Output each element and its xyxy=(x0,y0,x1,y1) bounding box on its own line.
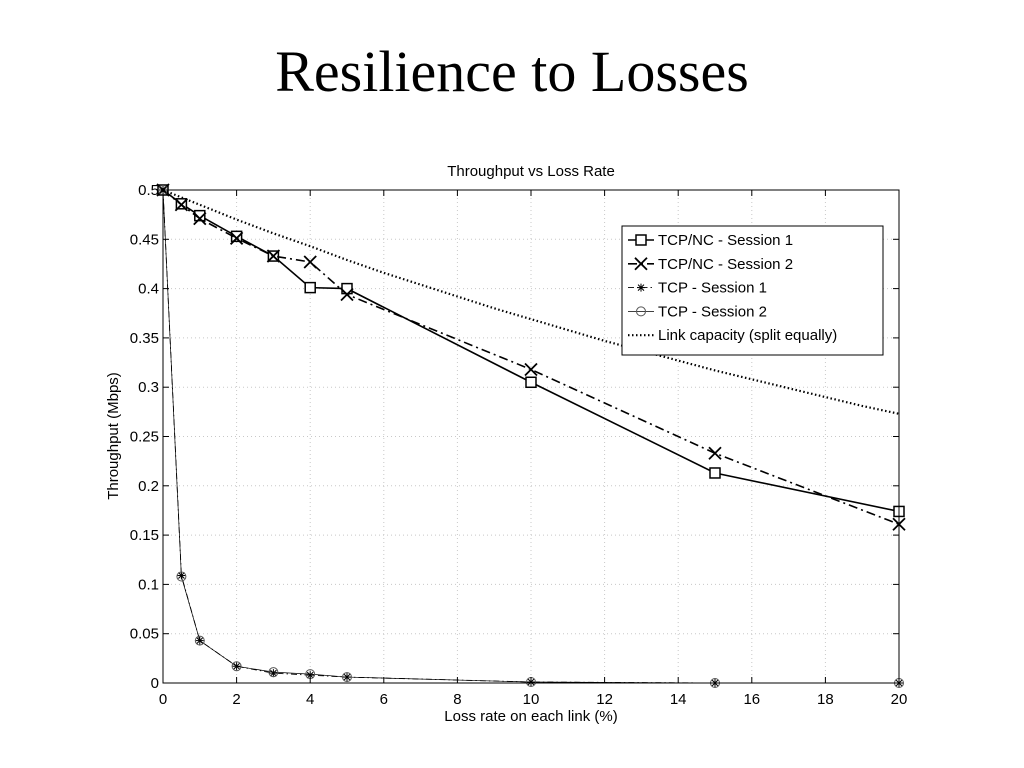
series-line xyxy=(162,188,900,415)
y-tick-label: 0 xyxy=(151,675,159,692)
circle-marker xyxy=(231,661,242,672)
y-tick-label: 0.35 xyxy=(130,330,159,347)
x-marker xyxy=(303,255,317,269)
square-marker xyxy=(709,467,721,479)
x-tick-label: 6 xyxy=(380,691,388,708)
x-tick-label: 4 xyxy=(306,691,314,708)
y-tick-label: 0.25 xyxy=(130,429,159,446)
x-marker xyxy=(193,211,207,226)
y-tick-label: 0.5 xyxy=(138,182,159,199)
circle-marker xyxy=(194,635,205,646)
x-axis-label: Loss rate on each link (%) xyxy=(444,708,617,725)
x-marker xyxy=(229,231,244,245)
legend-label: TCP - Session 2 xyxy=(658,303,767,320)
x-tick-label: 20 xyxy=(891,691,908,708)
x-tick-label: 14 xyxy=(670,691,687,708)
legend-label: Link capacity (split equally) xyxy=(658,327,837,344)
square-marker xyxy=(635,234,647,246)
series-line xyxy=(162,189,900,513)
y-tick-label: 0.15 xyxy=(130,527,159,544)
y-tick-label: 0.05 xyxy=(130,626,159,643)
chart-title: Throughput vs Loss Rate xyxy=(447,163,615,180)
series-5 xyxy=(162,188,900,415)
x-marker xyxy=(340,287,354,302)
legend-label: TCP/NC - Session 2 xyxy=(658,256,793,273)
x-marker xyxy=(524,362,538,377)
legend-item: TCP/NC - Session 1 xyxy=(628,232,793,249)
asterisk-marker xyxy=(637,283,645,292)
asterisk-marker xyxy=(269,669,278,678)
slide-title: Resilience to Losses xyxy=(275,39,749,104)
series-2 xyxy=(156,183,906,531)
series-lines xyxy=(156,183,906,688)
square-marker xyxy=(304,281,316,294)
x-marker xyxy=(174,198,189,212)
y-tick-label: 0.4 xyxy=(138,281,159,298)
y-tick-label: 0.3 xyxy=(138,379,159,396)
legend-label: TCP - Session 1 xyxy=(658,280,767,297)
legend: TCP/NC - Session 1 TCP/NC - Session 2 TCP … xyxy=(621,225,884,356)
circle-marker xyxy=(342,672,352,683)
x-tick-label: 8 xyxy=(453,691,461,708)
circle-marker xyxy=(268,667,279,678)
x-marker xyxy=(634,257,648,271)
x-tick-label: 16 xyxy=(743,691,760,708)
x-tick-label: 0 xyxy=(159,691,167,708)
x-tick-label: 10 xyxy=(523,691,540,708)
series-line xyxy=(162,189,900,526)
y-tick-label: 0.1 xyxy=(138,576,159,593)
legend-item: TCP - Session 1 xyxy=(628,280,767,297)
legend-item: TCP - Session 2 xyxy=(628,303,767,320)
legend-item: TCP/NC - Session 2 xyxy=(628,256,793,273)
x-marker xyxy=(266,249,281,263)
y-tick-label: 0.2 xyxy=(138,478,159,495)
circle-marker xyxy=(636,306,646,317)
circle-marker xyxy=(176,571,187,582)
square-marker xyxy=(525,376,537,389)
x-tick-label: 12 xyxy=(596,691,613,708)
x-marker xyxy=(708,446,722,460)
x-tick-label: 2 xyxy=(232,691,240,708)
axis-ticks: 0 2 4 6 8 10 12 14 16 18 20 0 0.05 0.1 0.15 0.2 0.25 0.3 0… xyxy=(130,182,908,708)
legend-box xyxy=(621,225,884,356)
legend-item: Link capacity (split equally) xyxy=(628,327,837,344)
y-tick-label: 0.45 xyxy=(130,231,159,248)
y-axis-label: Throughput (Mbps) xyxy=(105,372,122,500)
legend-label: TCP/NC - Session 1 xyxy=(658,232,793,249)
x-tick-label: 18 xyxy=(817,691,834,708)
